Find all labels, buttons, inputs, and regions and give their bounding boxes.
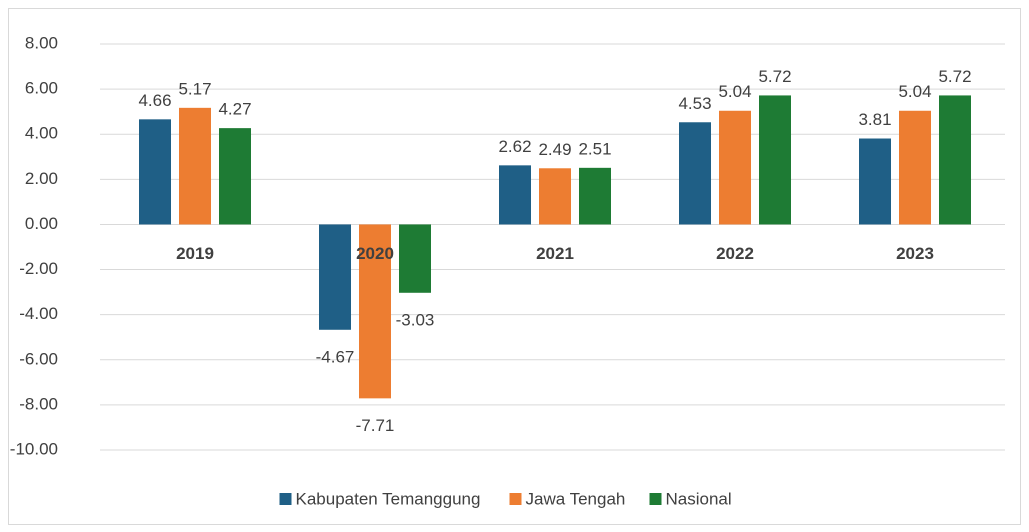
bar	[579, 167, 611, 225]
y-tick-label: -6.00	[19, 349, 58, 368]
y-tick-label: 2.00	[25, 169, 58, 188]
bar	[679, 122, 711, 225]
y-tick-label: -10.00	[10, 439, 58, 458]
y-tick-label: 4.00	[25, 124, 58, 143]
y-tick-label: 6.00	[25, 79, 58, 98]
data-label: 2.51	[578, 139, 611, 158]
legend-swatch	[509, 493, 522, 505]
x-tick-label: 2019	[176, 244, 214, 263]
data-label: 5.72	[758, 67, 791, 86]
y-tick-label: 0.00	[25, 214, 58, 233]
bar	[319, 224, 351, 330]
bar	[539, 168, 571, 225]
bar	[139, 119, 171, 225]
chart-border	[8, 8, 1021, 525]
y-tick-label: -4.00	[19, 304, 58, 323]
y-tick-label: -8.00	[19, 394, 58, 413]
data-label: 5.72	[938, 67, 971, 86]
data-label: 4.27	[218, 100, 251, 119]
bar	[219, 128, 251, 225]
data-label: 2.62	[498, 137, 531, 156]
data-label: 3.81	[858, 110, 891, 129]
x-tick-label: 2022	[716, 244, 754, 263]
bar	[939, 95, 971, 225]
data-label: -7.71	[356, 416, 395, 435]
legend-label: Kabupaten Temanggung	[296, 489, 481, 508]
data-label: 5.17	[178, 79, 211, 98]
x-tick-label: 2023	[896, 244, 934, 263]
legend-swatch	[279, 493, 292, 505]
bar	[179, 107, 211, 225]
bar	[759, 95, 791, 225]
y-tick-label: 8.00	[25, 33, 58, 52]
data-label: -4.67	[316, 347, 355, 366]
bar	[359, 224, 391, 399]
legend-label: Nasional	[666, 489, 732, 508]
data-label: 5.04	[898, 82, 931, 101]
bar	[719, 110, 751, 225]
data-label: 2.49	[538, 140, 571, 159]
bar	[899, 110, 931, 225]
legend-label: Jawa Tengah	[526, 489, 626, 508]
y-tick-label: -2.00	[19, 259, 58, 278]
legend-swatch	[649, 493, 662, 505]
data-label: 4.66	[138, 91, 171, 110]
data-label: 5.04	[718, 82, 751, 101]
bar	[859, 138, 891, 225]
data-label: -3.03	[396, 310, 435, 329]
data-label: 4.53	[678, 94, 711, 113]
x-tick-label: 2021	[536, 244, 574, 263]
bar	[499, 165, 531, 225]
bar	[399, 224, 431, 293]
x-tick-label: 2020	[356, 244, 394, 263]
